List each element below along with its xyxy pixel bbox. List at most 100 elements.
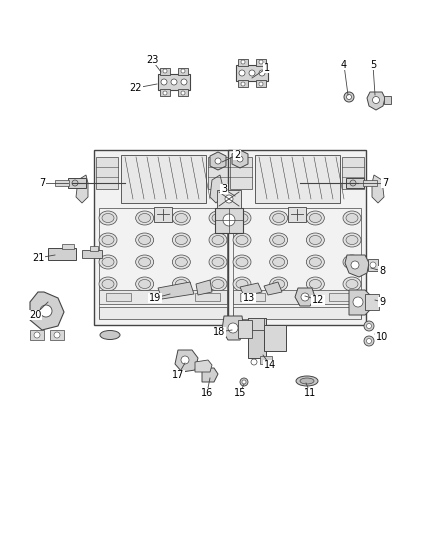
- Ellipse shape: [139, 236, 151, 245]
- Ellipse shape: [136, 233, 154, 247]
- Polygon shape: [349, 290, 372, 315]
- Bar: [256, 80, 266, 87]
- Ellipse shape: [273, 214, 285, 222]
- Circle shape: [215, 158, 221, 164]
- Ellipse shape: [343, 233, 361, 247]
- Ellipse shape: [212, 214, 224, 222]
- Bar: [240, 293, 265, 301]
- Bar: [99, 208, 227, 318]
- Bar: [329, 293, 354, 301]
- Bar: [178, 89, 188, 96]
- Ellipse shape: [309, 236, 321, 245]
- Bar: [236, 65, 268, 81]
- Ellipse shape: [236, 257, 248, 266]
- Ellipse shape: [343, 255, 361, 269]
- Bar: [50, 330, 64, 340]
- Circle shape: [351, 261, 359, 269]
- Ellipse shape: [306, 255, 324, 269]
- Polygon shape: [175, 350, 198, 372]
- Bar: [68, 178, 86, 188]
- Polygon shape: [238, 175, 250, 203]
- Bar: [99, 290, 227, 304]
- Bar: [230, 157, 252, 189]
- Ellipse shape: [273, 257, 285, 266]
- Text: 11: 11: [304, 388, 316, 398]
- Circle shape: [239, 70, 245, 76]
- Text: 21: 21: [32, 253, 44, 263]
- Ellipse shape: [99, 255, 117, 269]
- Circle shape: [370, 262, 376, 268]
- Ellipse shape: [209, 233, 227, 247]
- Circle shape: [353, 297, 363, 307]
- Ellipse shape: [209, 211, 227, 225]
- Ellipse shape: [102, 257, 114, 266]
- Ellipse shape: [172, 255, 191, 269]
- Ellipse shape: [212, 257, 224, 266]
- Text: 18: 18: [213, 327, 225, 337]
- Bar: [342, 157, 364, 189]
- Bar: [346, 178, 364, 188]
- Ellipse shape: [309, 214, 321, 222]
- Text: 17: 17: [172, 370, 184, 380]
- Ellipse shape: [346, 214, 358, 222]
- Ellipse shape: [346, 279, 358, 288]
- Bar: [384, 96, 391, 104]
- Polygon shape: [372, 175, 384, 203]
- Circle shape: [171, 79, 177, 85]
- Ellipse shape: [309, 279, 321, 288]
- Circle shape: [372, 96, 379, 103]
- Text: 12: 12: [312, 295, 324, 305]
- Bar: [99, 307, 227, 319]
- Circle shape: [346, 94, 352, 100]
- Circle shape: [181, 356, 189, 364]
- Circle shape: [181, 91, 185, 95]
- Ellipse shape: [212, 279, 224, 288]
- Polygon shape: [30, 292, 64, 330]
- Polygon shape: [196, 280, 212, 295]
- Text: 22: 22: [130, 83, 142, 93]
- Circle shape: [228, 323, 238, 333]
- Bar: [238, 59, 248, 66]
- Circle shape: [54, 332, 60, 338]
- Text: 9: 9: [379, 297, 385, 307]
- Circle shape: [181, 79, 187, 85]
- Circle shape: [367, 324, 371, 328]
- Bar: [178, 68, 188, 75]
- Text: 7: 7: [39, 178, 45, 188]
- Bar: [96, 157, 118, 189]
- Circle shape: [242, 380, 246, 384]
- Text: 19: 19: [149, 293, 161, 303]
- Text: 23: 23: [146, 55, 158, 65]
- Ellipse shape: [273, 236, 285, 245]
- Ellipse shape: [136, 277, 154, 291]
- Polygon shape: [210, 175, 222, 203]
- Ellipse shape: [236, 236, 248, 245]
- Circle shape: [259, 82, 263, 86]
- Bar: [55, 180, 69, 186]
- Circle shape: [161, 79, 167, 85]
- Text: 14: 14: [264, 360, 276, 370]
- Text: 5: 5: [370, 60, 376, 70]
- Bar: [62, 244, 74, 249]
- Polygon shape: [202, 368, 218, 382]
- Ellipse shape: [99, 277, 117, 291]
- Bar: [160, 89, 170, 96]
- Ellipse shape: [233, 255, 251, 269]
- Circle shape: [249, 70, 255, 76]
- Bar: [264, 325, 286, 351]
- Bar: [154, 207, 172, 222]
- Ellipse shape: [270, 211, 288, 225]
- Circle shape: [163, 91, 167, 95]
- Text: 15: 15: [234, 388, 246, 398]
- Text: 10: 10: [376, 332, 388, 342]
- Circle shape: [364, 336, 374, 346]
- Ellipse shape: [209, 277, 227, 291]
- Ellipse shape: [209, 255, 227, 269]
- Bar: [365, 294, 379, 310]
- Bar: [288, 207, 306, 222]
- Circle shape: [181, 69, 185, 73]
- Ellipse shape: [172, 211, 191, 225]
- Bar: [238, 80, 248, 87]
- Circle shape: [225, 195, 233, 203]
- Bar: [215, 208, 243, 233]
